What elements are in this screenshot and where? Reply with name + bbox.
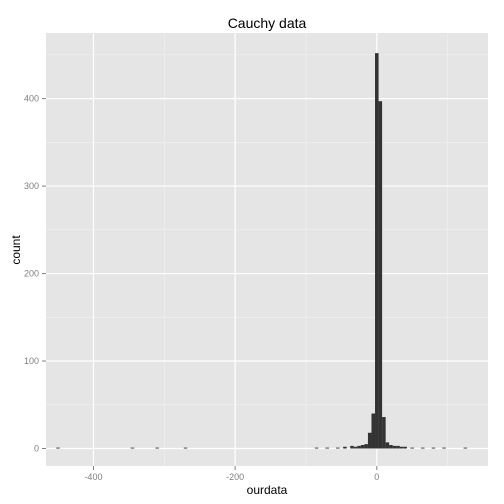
chart-title: Cauchy data (228, 15, 307, 31)
histogram-bar (155, 447, 159, 449)
x-axis-ticks: -400 -200 0 (84, 466, 379, 482)
y-tick-label: 0 (34, 444, 39, 454)
histogram-bar (410, 447, 414, 449)
histogram-bar (183, 447, 188, 449)
histogram-bar (385, 442, 390, 449)
histogram-bar (353, 446, 358, 449)
y-tick-label: 300 (24, 181, 39, 191)
histogram-bar (56, 447, 60, 449)
histogram-bar (399, 446, 404, 449)
histogram-bar (375, 53, 379, 449)
x-tick-label: 0 (374, 472, 379, 482)
histogram-bar (392, 445, 397, 449)
histogram-bar (371, 413, 376, 449)
histogram-bar (382, 417, 386, 449)
grid-minor (46, 33, 488, 466)
histogram-bar (343, 446, 347, 449)
x-tick-label: -200 (226, 472, 244, 482)
histogram-bar (463, 447, 468, 449)
histogram-bar (357, 445, 361, 449)
y-tick-label: 200 (24, 269, 39, 279)
y-tick-label: 400 (24, 94, 39, 104)
x-tick-label: -400 (84, 472, 102, 482)
histogram-bar (350, 445, 354, 449)
histogram-bar (367, 432, 372, 449)
histogram-bar (442, 447, 446, 449)
histogram-bar (389, 445, 393, 449)
histogram-bar (314, 447, 319, 449)
histogram-bar (360, 445, 365, 449)
histogram-bars (56, 53, 468, 449)
histogram-bar (378, 101, 383, 449)
histogram-bar (396, 445, 400, 449)
y-axis-ticks: 0 100 200 300 400 (24, 94, 46, 454)
y-axis-title: count (9, 235, 23, 265)
histogram-bar (336, 447, 340, 449)
histogram-bar (130, 447, 135, 449)
histogram-bar (431, 447, 436, 449)
histogram-bar (364, 444, 368, 449)
histogram-bar (325, 447, 329, 449)
y-tick-label: 100 (24, 356, 39, 366)
x-axis-title: ourdata (247, 483, 288, 497)
plot-panel (46, 33, 488, 466)
histogram-bar (421, 447, 425, 449)
histogram-bar (403, 446, 407, 449)
